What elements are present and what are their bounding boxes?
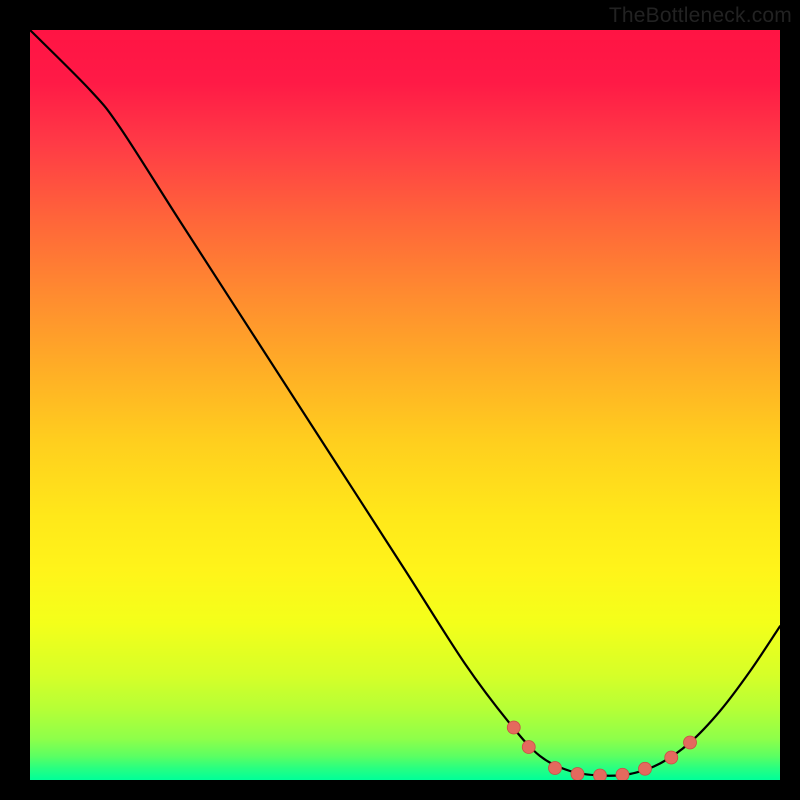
data-marker: [616, 768, 629, 781]
bottleneck-curve-chart: [0, 0, 800, 800]
data-marker: [522, 741, 535, 754]
plot-background: [30, 30, 780, 780]
watermark-text: TheBottleneck.com: [609, 4, 792, 28]
data-marker: [571, 768, 584, 781]
data-marker: [549, 762, 562, 775]
data-marker: [507, 721, 520, 734]
data-marker: [665, 751, 678, 764]
data-marker: [684, 736, 697, 749]
data-marker: [639, 762, 652, 775]
chart-container: TheBottleneck.com: [0, 0, 800, 800]
data-marker: [594, 769, 607, 782]
